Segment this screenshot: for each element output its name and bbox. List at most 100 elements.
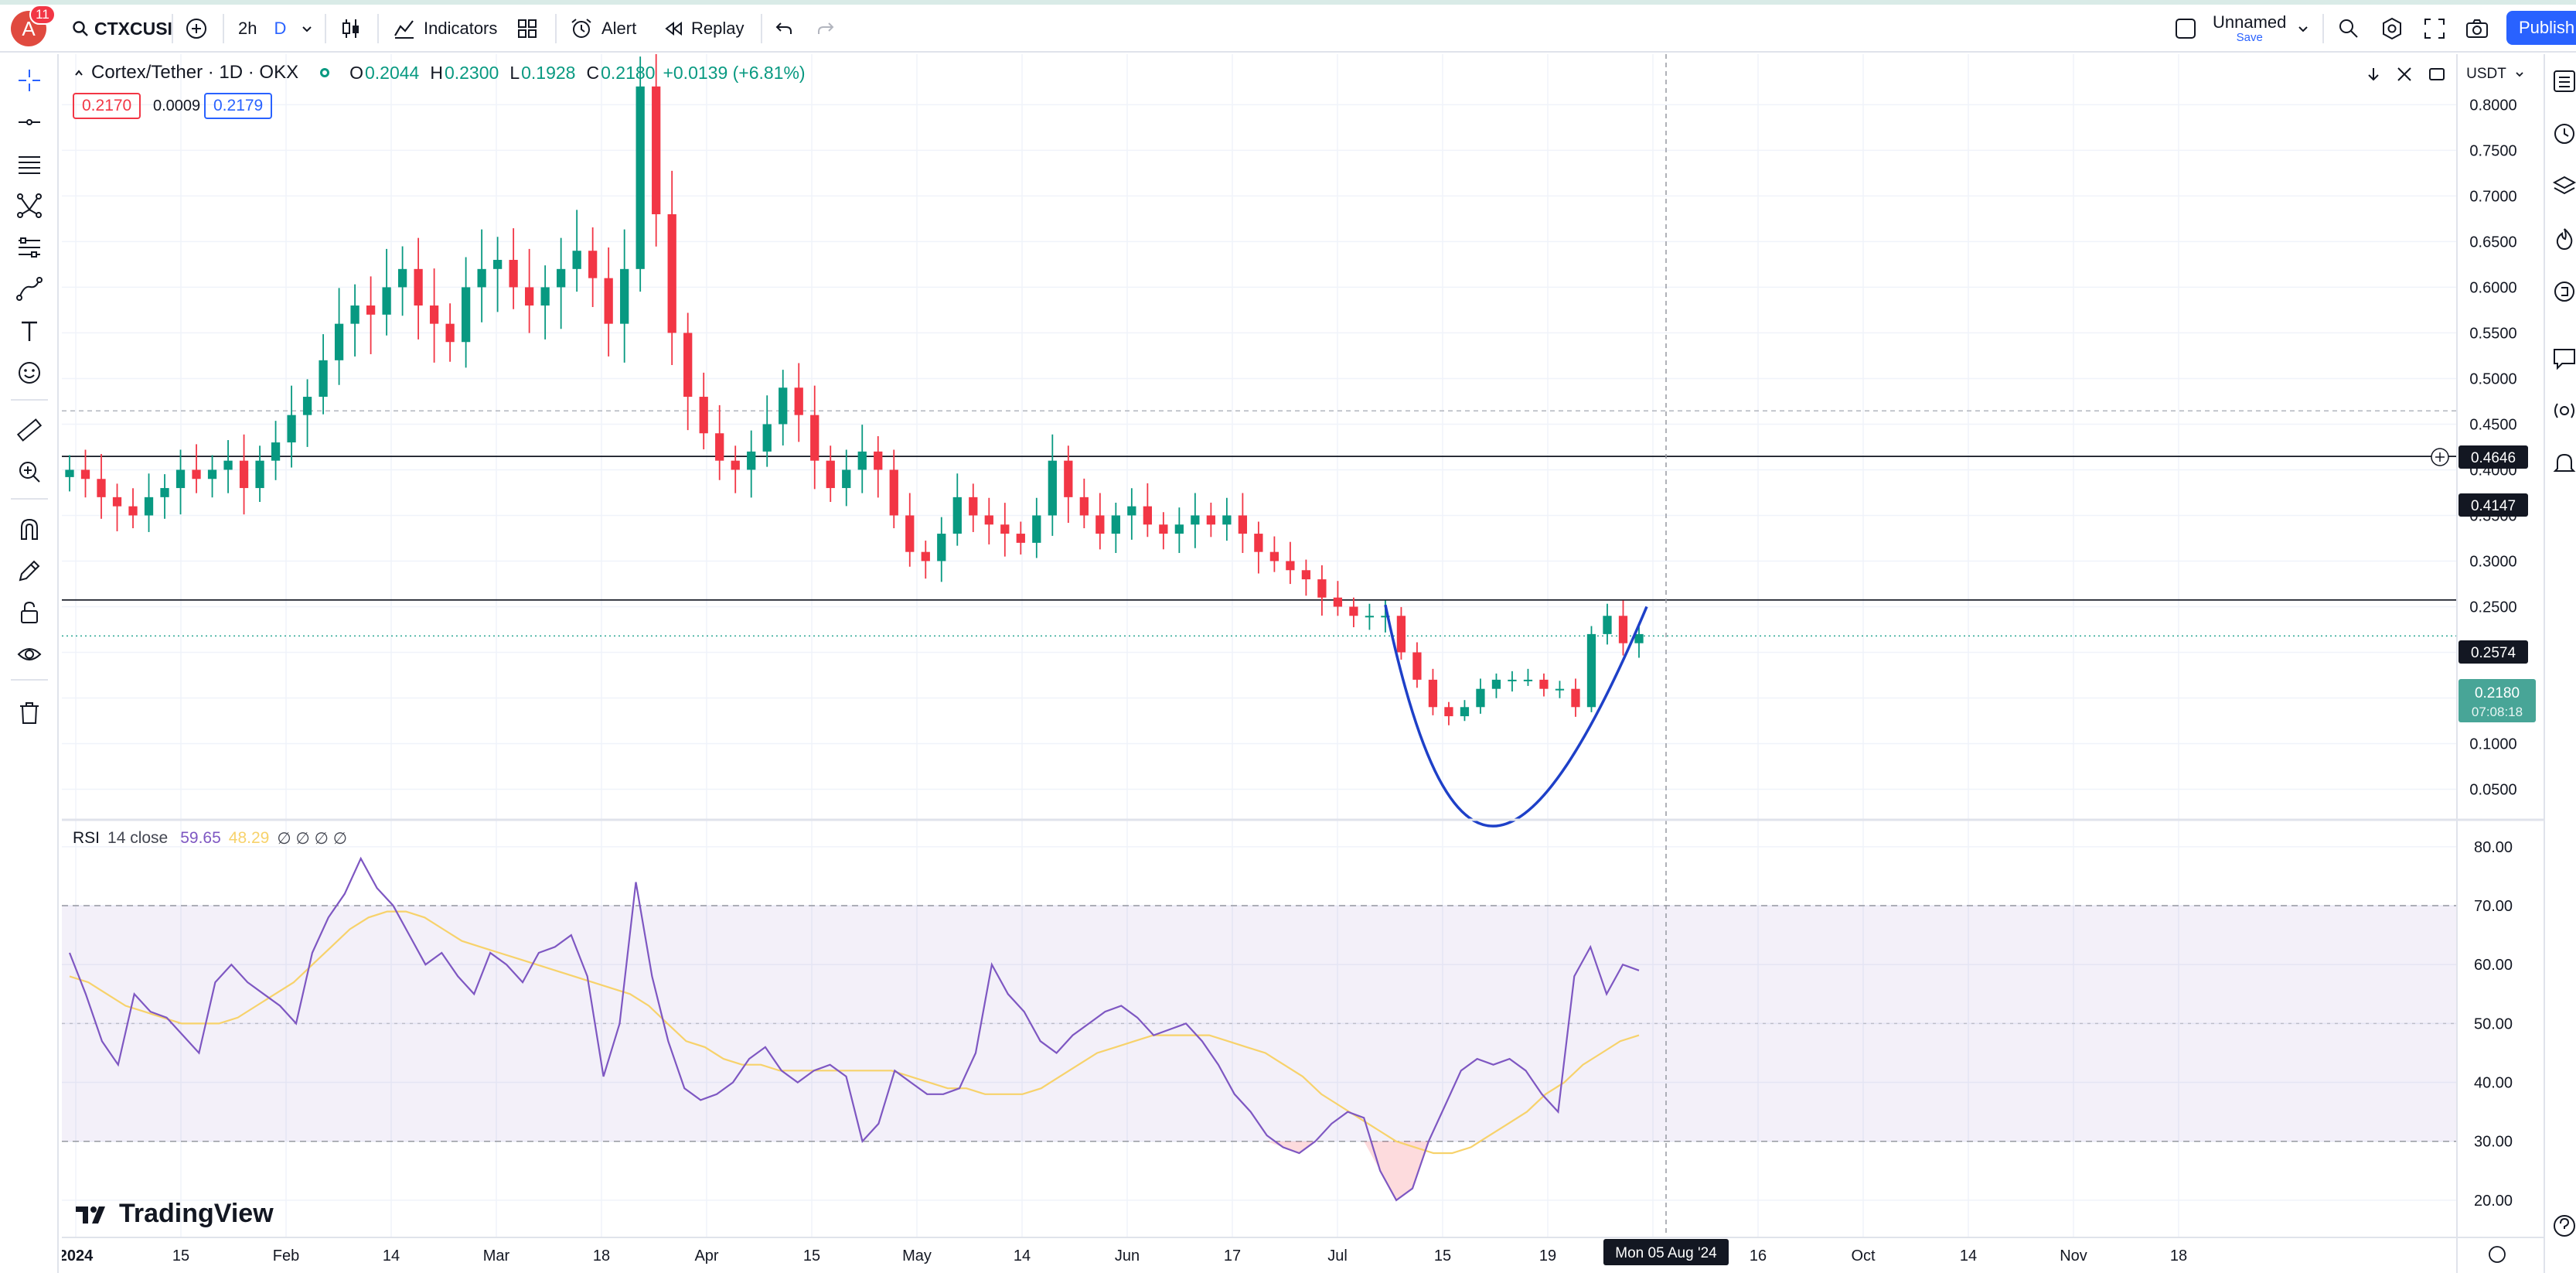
- candle-body: [1365, 616, 1375, 618]
- price-chart[interactable]: 0.8000 0.7500 0.7000 0.6500 0.6000 0.5500 0.50…: [62, 54, 2544, 1273]
- user-avatar[interactable]: A: [11, 11, 46, 46]
- rsi-axis[interactable]: 80.00 70.00 60.00 50.00 40.00 30.00 20.00: [2474, 839, 2513, 1210]
- crosshair-icon: [19, 70, 40, 91]
- time-tick-label: 18: [2170, 1247, 2187, 1264]
- fullscreen-button[interactable]: [2423, 5, 2446, 53]
- candle-body: [1064, 460, 1073, 497]
- indicators-button[interactable]: Indicators: [393, 5, 497, 53]
- candle-body: [620, 268, 629, 324]
- text-tool[interactable]: [14, 316, 45, 346]
- remove-drawings-tool[interactable]: [14, 698, 45, 729]
- lock-drawings-tool[interactable]: [14, 597, 45, 628]
- ideas-flame-icon[interactable]: [2551, 226, 2576, 252]
- quick-search-button[interactable]: [2336, 5, 2361, 53]
- search-sparkle-icon: [2339, 19, 2358, 38]
- candle-body: [414, 268, 423, 306]
- time-axis-settings-icon[interactable]: [2489, 1246, 2506, 1263]
- candle-body: [1016, 534, 1025, 543]
- undo-button[interactable]: [773, 5, 795, 53]
- collapse-chevron-icon[interactable]: [73, 67, 85, 79]
- time-tick-label: 15: [172, 1247, 189, 1264]
- scroll-down-icon[interactable]: [2363, 63, 2384, 85]
- candle-body: [1603, 616, 1612, 634]
- pattern-tool[interactable]: [14, 190, 45, 221]
- interval-sub-label: D: [274, 19, 287, 38]
- layout-toggle[interactable]: [2174, 5, 2197, 53]
- data-window-icon[interactable]: [2551, 278, 2576, 305]
- text-icon: [22, 321, 37, 341]
- help-icon[interactable]: [2551, 1213, 2576, 1239]
- time-axis[interactable]: 202415Feb14Mar18Apr15May14Jun17Jul1519Se…: [62, 1247, 2187, 1264]
- compare-button[interactable]: [184, 5, 209, 53]
- cup-curve-drawing[interactable]: [1384, 604, 1648, 828]
- collapse-pane-icon[interactable]: [2394, 63, 2415, 85]
- buy-price-button[interactable]: 0.2179: [204, 93, 273, 119]
- top-accent-bar: [0, 0, 2576, 5]
- rsi-tick-label: 40.00: [2474, 1075, 2513, 1092]
- time-tick-label: Mar: [483, 1247, 510, 1264]
- alert-button[interactable]: Alert: [569, 5, 636, 53]
- drawing-mode-tool[interactable]: [14, 555, 45, 586]
- candle-body: [1634, 633, 1644, 643]
- trash-icon: [20, 702, 39, 724]
- rsi-legend[interactable]: RSI 14 close 59.65 48.29 ∅ ∅ ∅ ∅: [73, 829, 347, 848]
- candle-body: [302, 397, 312, 415]
- chevron-down-icon: [302, 26, 312, 32]
- symbol-search[interactable]: CTXCUSI: [71, 5, 172, 53]
- hline-mid-label-bg: [2458, 493, 2528, 517]
- alerts-clock-icon[interactable]: [2551, 121, 2576, 147]
- candle-body: [762, 424, 772, 452]
- chart-type-button[interactable]: [339, 5, 363, 53]
- templates-button[interactable]: [516, 5, 538, 53]
- high-label: H: [430, 62, 443, 83]
- spread-value: 0.0009: [153, 97, 201, 114]
- interval-selector[interactable]: 2h D: [238, 5, 314, 53]
- replay-button[interactable]: Replay: [662, 5, 744, 53]
- crosshair-tool[interactable]: [14, 65, 45, 96]
- rsi-params: 14 close: [107, 829, 169, 847]
- layers-icon[interactable]: [2551, 173, 2576, 200]
- candle-body: [794, 387, 803, 415]
- candle-body: [857, 451, 867, 470]
- candle-body: [874, 451, 883, 470]
- hline-mid-label: 0.4147: [2471, 498, 2516, 514]
- fib-tool[interactable]: [14, 148, 45, 179]
- candle-body: [1191, 515, 1200, 525]
- symbol-title[interactable]: Cortex/Tether · 1D · OKX: [91, 62, 299, 83]
- maximize-pane-icon[interactable]: [2426, 63, 2448, 85]
- magnet-tool[interactable]: [14, 514, 45, 544]
- candle-body: [1159, 524, 1168, 534]
- measure-tool[interactable]: [14, 415, 45, 445]
- zoom-tool[interactable]: [14, 456, 45, 487]
- sell-price-button[interactable]: 0.2170: [73, 93, 141, 119]
- candle-body: [1618, 616, 1628, 643]
- layout-menu-chevron[interactable]: [2296, 5, 2310, 53]
- fib-lines-icon: [19, 156, 40, 174]
- notification-badge: 11: [29, 5, 56, 25]
- snapshot-button[interactable]: [2465, 5, 2489, 53]
- notifications-bell-icon[interactable]: [2551, 450, 2576, 476]
- emoji-tool[interactable]: [14, 357, 45, 388]
- projection-icon: [19, 237, 40, 258]
- open-value: 0.2044: [364, 62, 420, 83]
- brush-tool[interactable]: [14, 274, 45, 305]
- divider: [223, 14, 224, 43]
- settings-button[interactable]: [2380, 5, 2404, 53]
- candle-body: [160, 488, 169, 497]
- ruler-icon: [16, 418, 43, 442]
- currency-selector[interactable]: USDT: [2457, 62, 2534, 87]
- hide-drawings-tool[interactable]: [14, 639, 45, 670]
- watchlist-icon[interactable]: [2551, 68, 2576, 94]
- streams-icon[interactable]: [2551, 398, 2576, 424]
- publish-button[interactable]: Publish: [2506, 11, 2576, 45]
- crosshair-date-label: Mon 05 Aug '24: [1615, 1245, 1717, 1261]
- redo-button[interactable]: [815, 5, 837, 53]
- tradingview-logo[interactable]: TradingView: [74, 1199, 274, 1229]
- layout-name-menu[interactable]: Unnamed Save: [2213, 5, 2286, 53]
- search-icon: [73, 21, 88, 36]
- time-tick-label: 14: [1960, 1247, 1977, 1264]
- trend-line-tool[interactable]: [14, 107, 45, 138]
- forecast-tool[interactable]: [14, 232, 45, 263]
- replay-label: Replay: [691, 19, 745, 38]
- chat-icon[interactable]: [2551, 345, 2576, 371]
